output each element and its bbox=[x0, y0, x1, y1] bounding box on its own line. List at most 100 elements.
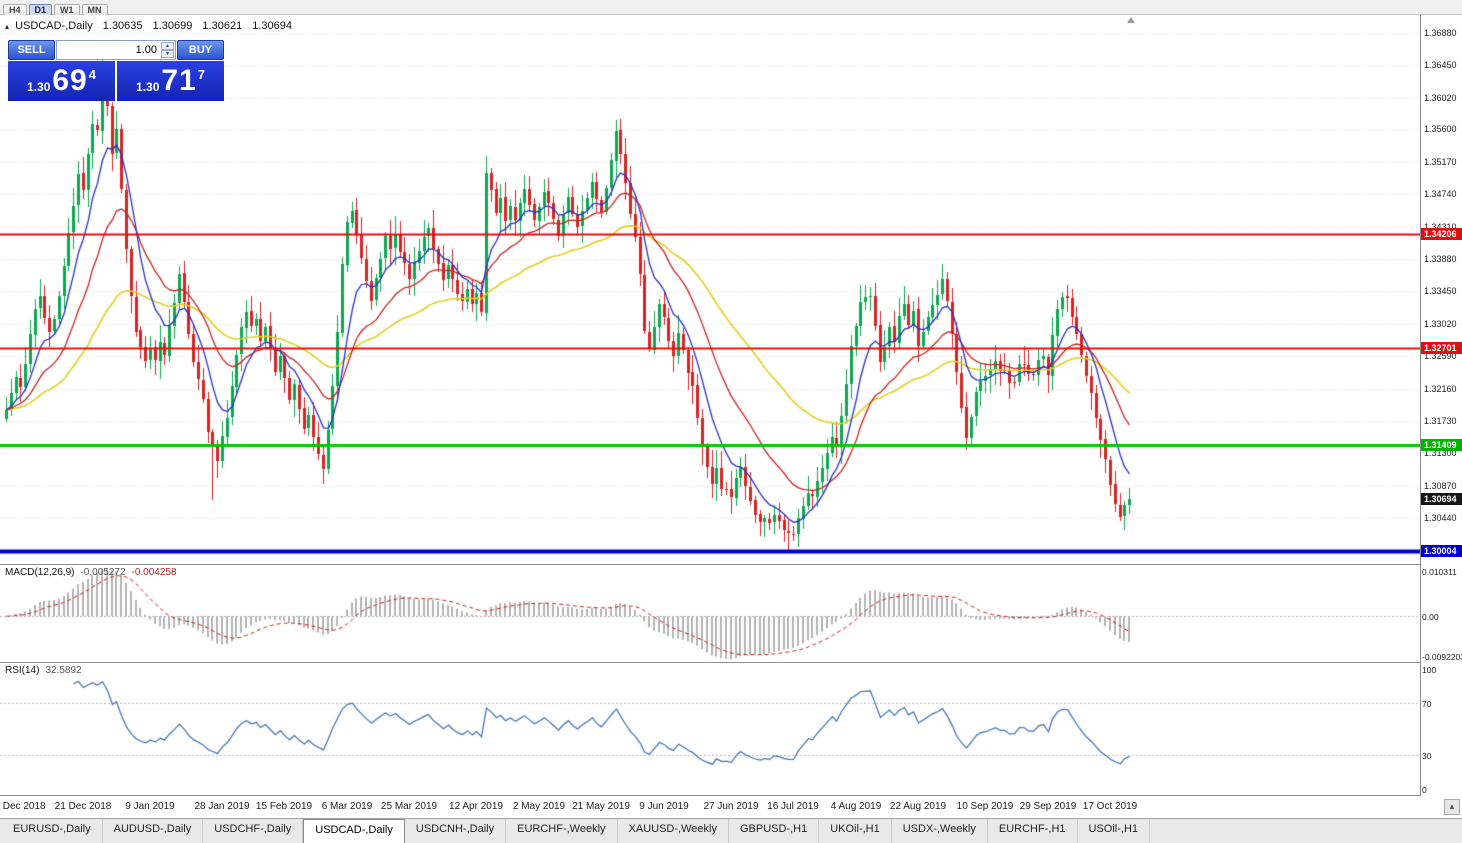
price-axis-label: 1.35600 bbox=[1424, 124, 1457, 134]
date-axis-label: 28 Jan 2019 bbox=[194, 801, 250, 812]
symbol-tab[interactable]: EURCHF-,Weekly bbox=[506, 819, 618, 843]
price-chart-canvas[interactable] bbox=[0, 15, 1420, 564]
symbol-tab[interactable]: AUDUSD-,Daily bbox=[103, 819, 204, 843]
buy-price-figure: 1.30 bbox=[136, 80, 160, 94]
date-axis-label: 27 Jun 2019 bbox=[703, 801, 759, 812]
panel-splitter-macd-rsi[interactable] bbox=[0, 662, 1462, 663]
price-axis-label: 1.32160 bbox=[1424, 384, 1457, 394]
volume-up-button[interactable]: ▲ bbox=[161, 42, 174, 50]
macd-axis-label: 0.010311 bbox=[1422, 567, 1457, 577]
price-axis: 1.36880 1.36450 1.36020 1.35600 1.35170 1.347… bbox=[1420, 15, 1462, 796]
sell-price-figure: 1.30 bbox=[27, 80, 51, 94]
timeframe-button-d1[interactable]: D1 bbox=[28, 4, 53, 16]
macd-main-value: -0.005272 bbox=[80, 567, 126, 578]
symbol-tab[interactable]: USOil-,H1 bbox=[1078, 819, 1151, 843]
date-axis-label: 2 May 2019 bbox=[512, 801, 566, 812]
rsi-axis-label: 30 bbox=[1422, 751, 1432, 761]
price-axis-label: 1.31300 bbox=[1424, 448, 1457, 458]
symbol-tab[interactable]: USDCHF-,Daily bbox=[203, 819, 304, 843]
date-axis-label: 21 May 2019 bbox=[572, 801, 630, 812]
price-axis-label: 1.36880 bbox=[1424, 28, 1457, 38]
price-axis-label: 1.36020 bbox=[1424, 93, 1457, 103]
rsi-indicator-label: RSI(14) 32.5892 bbox=[5, 665, 82, 676]
rsi-name: RSI(14) bbox=[5, 665, 40, 676]
sell-price-pips: 69 bbox=[52, 64, 88, 97]
macd-indicator-label: MACD(12,26,9) -0.005272 -0.004258 bbox=[5, 567, 177, 578]
macd-panel-canvas[interactable] bbox=[0, 565, 1420, 662]
symbol-tab[interactable]: EURUSD-,Daily bbox=[2, 819, 103, 843]
date-axis-label: 16 Jul 2019 bbox=[767, 801, 819, 812]
date-axis-label: 9 Jan 2019 bbox=[125, 801, 175, 812]
one-click-trading-panel: SELL 1.00 ▲ ▼ BUY 1.30 69 4 1.30 71 7 bbox=[8, 40, 224, 101]
chart-shift-marker-icon[interactable] bbox=[1127, 17, 1135, 23]
symbol-tab[interactable]: UKOil-,H1 bbox=[819, 819, 892, 843]
collapse-triangle-icon[interactable]: ▴ bbox=[5, 22, 10, 31]
date-axis-label: 6 Mar 2019 bbox=[321, 801, 373, 812]
rsi-panel-canvas[interactable] bbox=[0, 663, 1420, 795]
scroll-up-button[interactable]: ▲ bbox=[1444, 799, 1460, 815]
current-price-tag: 1.30694 bbox=[1421, 493, 1462, 505]
price-axis-label: 1.34310 bbox=[1424, 222, 1457, 232]
symbol-tab[interactable]: USDCNH-,Daily bbox=[405, 819, 507, 843]
macd-axis-label: -0.0092203 bbox=[1422, 652, 1462, 662]
timeframe-toolbar: H4 D1 W1 MN bbox=[0, 0, 1462, 16]
price-level-tag: 1.31409 bbox=[1421, 439, 1462, 451]
high-value: 1.30699 bbox=[152, 20, 193, 32]
volume-field[interactable]: 1.00 ▲ ▼ bbox=[56, 40, 176, 60]
price-axis-label: 1.33020 bbox=[1424, 319, 1457, 329]
panel-splitter-main-macd[interactable] bbox=[0, 564, 1462, 565]
price-level-tag: 1.32701 bbox=[1421, 342, 1462, 354]
volume-spinner: ▲ ▼ bbox=[161, 42, 174, 58]
buy-button[interactable]: BUY bbox=[177, 40, 224, 60]
chart-window-tabs: EURUSD-,Daily AUDUSD-,Daily USDCHF-,Daily U… bbox=[0, 818, 1462, 843]
date-axis-label: 12 Apr 2019 bbox=[449, 801, 503, 812]
symbol-tab[interactable]: EURCHF-,H1 bbox=[988, 819, 1078, 843]
date-axis-label: 29 Sep 2019 bbox=[1019, 801, 1077, 812]
rsi-value: 32.5892 bbox=[45, 665, 82, 676]
price-level-tag: 1.30004 bbox=[1421, 545, 1462, 557]
sell-button[interactable]: SELL bbox=[8, 40, 55, 60]
rsi-axis-label: 70 bbox=[1422, 699, 1432, 709]
close-value: 1.30694 bbox=[252, 20, 293, 32]
price-axis-label: 1.33450 bbox=[1424, 286, 1457, 296]
price-axis-label: 1.33880 bbox=[1424, 254, 1457, 264]
volume-value[interactable]: 1.00 bbox=[135, 44, 157, 56]
time-axis: ▲ 3 Dec 2018 21 Dec 2018 9 Jan 2019 28 Jan … bbox=[0, 796, 1462, 818]
buy-price-point: 7 bbox=[197, 66, 205, 82]
date-axis-label: 9 Jun 2019 bbox=[639, 801, 689, 812]
price-axis-label: 1.32590 bbox=[1424, 351, 1457, 361]
date-axis-label: 22 Aug 2019 bbox=[889, 801, 947, 812]
macd-name: MACD(12,26,9) bbox=[5, 567, 75, 578]
price-axis-label: 1.31730 bbox=[1424, 416, 1457, 426]
rsi-axis-label: 0 bbox=[1422, 785, 1427, 795]
date-axis-label: 3 Dec 2018 bbox=[0, 801, 46, 812]
rsi-axis-label: 100 bbox=[1422, 665, 1437, 675]
price-level-tag: 1.34206 bbox=[1421, 228, 1462, 240]
date-axis-label: 25 Mar 2019 bbox=[380, 801, 438, 812]
chart-ohlc-info: ▴ USDCAD-,Daily 1.30635 1.30699 1.30621 … bbox=[5, 20, 299, 32]
date-axis-label: 21 Dec 2018 bbox=[54, 801, 112, 812]
price-axis-label: 1.36450 bbox=[1424, 60, 1457, 70]
date-axis-label: 15 Feb 2019 bbox=[255, 801, 313, 812]
symbol-tab[interactable]: USDX-,Weekly bbox=[892, 819, 988, 843]
price-axis-label: 1.34740 bbox=[1424, 189, 1457, 199]
volume-down-button[interactable]: ▼ bbox=[161, 50, 174, 58]
price-axis-label: 1.35170 bbox=[1424, 157, 1457, 167]
date-axis-label: 10 Sep 2019 bbox=[956, 801, 1014, 812]
date-axis-label: 4 Aug 2019 bbox=[830, 801, 882, 812]
symbol-tab[interactable]: GBPUSD-,H1 bbox=[729, 819, 820, 843]
macd-signal-value: -0.004258 bbox=[131, 567, 177, 578]
symbol-tab[interactable]: USDCAD-,Daily bbox=[303, 819, 405, 843]
panel-splitter-rsi-dates bbox=[0, 795, 1462, 796]
date-axis-label: 17 Oct 2019 bbox=[1082, 801, 1138, 812]
buy-price-display[interactable]: 1.30 71 7 bbox=[117, 61, 224, 101]
open-value: 1.30635 bbox=[102, 20, 143, 32]
buy-price-pips: 71 bbox=[161, 64, 197, 97]
price-axis-label: 1.30440 bbox=[1424, 513, 1457, 523]
sell-price-display[interactable]: 1.30 69 4 bbox=[8, 61, 115, 101]
sell-price-point: 4 bbox=[88, 66, 96, 82]
low-value: 1.30621 bbox=[202, 20, 243, 32]
symbol-tab[interactable]: XAUUSD-,Weekly bbox=[618, 819, 729, 843]
macd-axis-label: 0.00 bbox=[1422, 612, 1439, 622]
